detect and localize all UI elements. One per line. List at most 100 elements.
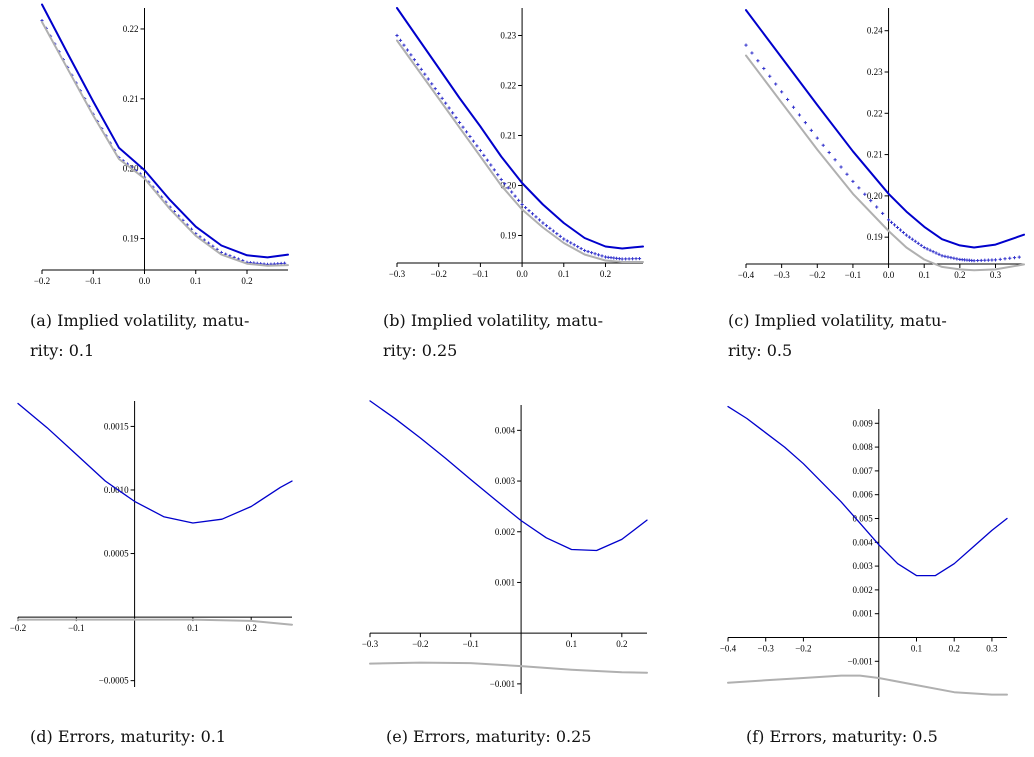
plus-marker: [606, 255, 610, 259]
plus-marker: [928, 248, 932, 252]
x-tick-label: 0.3: [986, 643, 998, 653]
y-tick-label: 0.005: [853, 513, 874, 523]
x-tick-label: 0.1: [566, 639, 577, 649]
plus-marker: [976, 258, 980, 263]
plus-marker: [492, 168, 496, 172]
plus-marker: [405, 48, 410, 52]
plus-marker: [979, 258, 983, 263]
x-tick-label: 0.2: [616, 639, 627, 649]
plus-marker: [803, 121, 808, 125]
series-line-blue: [369, 400, 648, 552]
plus-marker: [955, 257, 959, 261]
plus-marker: [901, 230, 906, 235]
y-tick-label: 0.004: [495, 425, 516, 435]
y-tick-label: 0.21: [500, 131, 516, 141]
plus-marker: [990, 258, 994, 262]
plus-marker: [875, 205, 879, 209]
x-tick-label: −0.2: [431, 269, 447, 279]
y-tick-label: 0.0015: [104, 421, 129, 431]
plus-marker: [940, 254, 944, 258]
plus-marker: [541, 221, 545, 225]
y-tick-label: 0.20: [500, 181, 516, 191]
chart-svg-e: −0.3 −0.2 −0.1 0.1 0.2 −0.001 0.001 0.002 0.003 0…: [362, 400, 648, 694]
plus-marker: [485, 158, 489, 162]
plus-marker: [946, 255, 950, 259]
y-tick-label: 0.0010: [104, 485, 129, 495]
plus-marker: [530, 212, 535, 216]
plus-marker: [827, 150, 831, 155]
x-tick-label: −0.1: [463, 639, 479, 649]
plus-marker: [416, 62, 420, 67]
chart-panel-c: −0.4 −0.3 −0.2 −0.1 0.0 0.1 0.2 0.3 0.19 0.20 0.21…: [710, 0, 1034, 300]
series-markers: [395, 33, 642, 261]
x-tick-label: 0.2: [241, 276, 252, 286]
y-tick-label: 0.22: [500, 81, 516, 91]
y-tick-label: 0.23: [500, 31, 516, 41]
plus-marker: [637, 256, 642, 261]
y-tick-label: 0.002: [495, 527, 515, 537]
series-line-grey: [396, 39, 644, 263]
x-tick-label: −0.1: [68, 623, 84, 633]
x-tick-label: 0.0: [883, 270, 895, 280]
caption-b: (b) Implied volatility, matu- rity: 0.25: [383, 306, 673, 366]
chart-panel-f: −0.4 −0.3 −0.2 0.1 0.2 0.3 −0.001 0.001 0.002 0.0…: [710, 395, 1034, 715]
caption-text: Implied volatility, matu-: [754, 311, 947, 330]
plus-marker: [423, 72, 427, 76]
x-tick-label: −0.2: [10, 623, 26, 633]
plus-marker: [551, 229, 555, 233]
plus-marker: [437, 91, 441, 96]
caption-text-2: rity: 0.25: [383, 341, 458, 360]
x-tick-label: 0.1: [558, 269, 569, 279]
y-tick-label: 0.008: [853, 442, 874, 452]
plus-marker: [426, 77, 430, 81]
plus-marker: [464, 130, 469, 134]
caption-tag: (b): [383, 311, 406, 330]
plus-marker: [993, 258, 998, 262]
x-tick-label: −0.1: [85, 276, 101, 286]
plus-marker: [809, 128, 813, 132]
plus-marker: [821, 143, 825, 147]
chart-svg-a: −0.2 −0.1 0.0 0.1 0.20.190.200.210.22: [34, 3, 289, 286]
chart-svg-f: −0.4 −0.3 −0.2 0.1 0.2 0.3 −0.001 0.001 0.002 0.0…: [720, 405, 1008, 697]
caption-c: (c) Implied volatility, matu- rity: 0.5: [728, 306, 1028, 366]
plus-marker: [630, 257, 635, 261]
plus-marker: [461, 125, 465, 129]
caption-text: Implied volatility, matu-: [410, 311, 604, 330]
plus-marker: [617, 257, 621, 261]
plus-marker: [797, 113, 802, 117]
y-tick-label: 0.22: [123, 24, 139, 34]
plus-marker: [620, 257, 624, 261]
x-tick-label: 0.0: [139, 276, 151, 286]
plus-marker: [916, 241, 920, 245]
x-tick-label: −0.4: [738, 270, 755, 280]
plus-marker: [922, 245, 926, 250]
y-tick-label: 0.20: [867, 191, 883, 201]
plus-marker: [1017, 255, 1021, 259]
caption-tag: (f): [746, 727, 765, 746]
plus-marker: [614, 256, 619, 260]
series-markers: [744, 43, 1021, 263]
plus-marker: [898, 228, 903, 232]
plus-marker: [510, 190, 514, 194]
plus-marker: [513, 194, 517, 198]
plus-marker: [624, 257, 628, 261]
x-tick-label: −0.1: [472, 269, 488, 279]
x-tick-label: 0.0: [516, 269, 528, 279]
series-line-blue: [396, 7, 644, 250]
plus-marker: [863, 192, 867, 196]
plus-marker: [744, 43, 748, 47]
y-tick-label: 0.19: [500, 231, 516, 241]
plus-marker: [565, 239, 569, 243]
plus-marker: [395, 33, 399, 38]
plus-marker: [892, 223, 897, 227]
y-tick-label: −0.0005: [99, 676, 129, 686]
y-tick-label: −0.001: [847, 656, 872, 666]
y-tick-label: 0.23: [867, 67, 883, 77]
y-tick-label: 0.001: [495, 577, 515, 587]
plus-marker: [833, 158, 837, 162]
plus-marker: [815, 136, 819, 140]
y-tick-label: 0.009: [853, 418, 874, 428]
x-tick-label: −0.3: [362, 639, 379, 649]
plus-marker: [886, 218, 891, 222]
y-tick-label: 0.001: [853, 609, 873, 619]
